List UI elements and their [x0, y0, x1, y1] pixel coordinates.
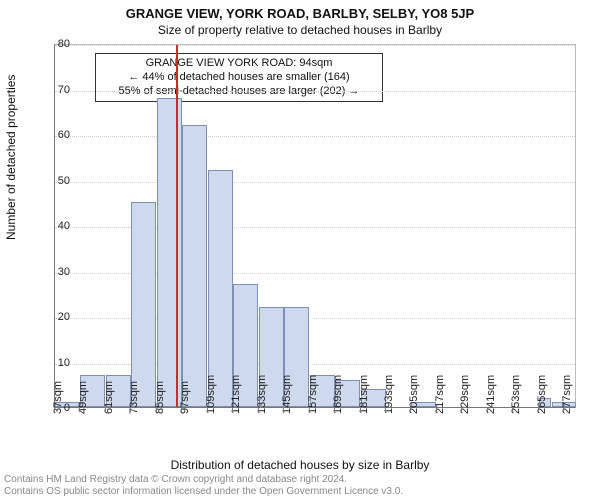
footer-attribution: Contains HM Land Registry data © Crown c…: [4, 474, 403, 498]
x-tick-mark: [512, 408, 513, 412]
y-tick-label: 60: [58, 129, 70, 141]
x-tick-mark: [207, 408, 208, 412]
x-tick-mark: [538, 408, 539, 412]
gridline: [55, 136, 575, 137]
x-tick-mark: [436, 408, 437, 412]
x-tick-mark: [334, 408, 335, 412]
x-tick-mark: [181, 408, 182, 412]
y-tick-label: 10: [58, 357, 70, 369]
histogram-bar: [208, 170, 233, 407]
y-tick-label: 80: [58, 38, 70, 50]
y-tick-label: 40: [58, 220, 70, 232]
footer-line1: Contains HM Land Registry data © Crown c…: [4, 474, 403, 486]
x-tick-mark: [487, 408, 488, 412]
annotation-box: GRANGE VIEW YORK ROAD: 94sqm ← 44% of de…: [95, 53, 383, 102]
plot-area: GRANGE VIEW YORK ROAD: 94sqm ← 44% of de…: [54, 44, 576, 408]
chart-container: GRANGE VIEW, YORK ROAD, BARLBY, SELBY, Y…: [0, 0, 600, 500]
x-tick-mark: [283, 408, 284, 412]
annotation-line1: GRANGE VIEW YORK ROAD: 94sqm: [102, 57, 376, 71]
y-tick-label: 70: [58, 84, 70, 96]
x-tick-mark: [385, 408, 386, 412]
x-tick-mark: [461, 408, 462, 412]
footer-line2: Contains OS public sector information li…: [4, 486, 403, 498]
histogram-bar: [182, 125, 207, 407]
x-tick-mark: [563, 408, 564, 412]
x-axis-label: Distribution of detached houses by size …: [0, 458, 600, 472]
y-tick-label: 30: [58, 266, 70, 278]
x-tick-mark: [79, 408, 80, 412]
x-tick-mark: [232, 408, 233, 412]
histogram-bar: [157, 98, 182, 407]
gridline: [55, 91, 575, 92]
chart-title: GRANGE VIEW, YORK ROAD, BARLBY, SELBY, Y…: [0, 0, 600, 21]
x-tick-mark: [54, 408, 55, 412]
x-tick-mark: [156, 408, 157, 412]
x-tick-label: 277sqm: [561, 375, 600, 414]
x-tick-mark: [105, 408, 106, 412]
x-tick-mark: [258, 408, 259, 412]
gridline: [55, 182, 575, 183]
y-tick-label: 20: [58, 311, 70, 323]
property-marker-line: [176, 45, 178, 407]
y-tick-label: 50: [58, 175, 70, 187]
x-tick-mark: [309, 408, 310, 412]
x-tick-mark: [360, 408, 361, 412]
x-tick-mark: [130, 408, 131, 412]
chart-subtitle: Size of property relative to detached ho…: [0, 21, 600, 37]
gridline: [55, 45, 575, 46]
y-axis-label: Number of detached properties: [4, 75, 18, 240]
histogram-bar: [131, 202, 156, 407]
x-tick-mark: [410, 408, 411, 412]
annotation-line2: ← 44% of detached houses are smaller (16…: [102, 71, 376, 85]
